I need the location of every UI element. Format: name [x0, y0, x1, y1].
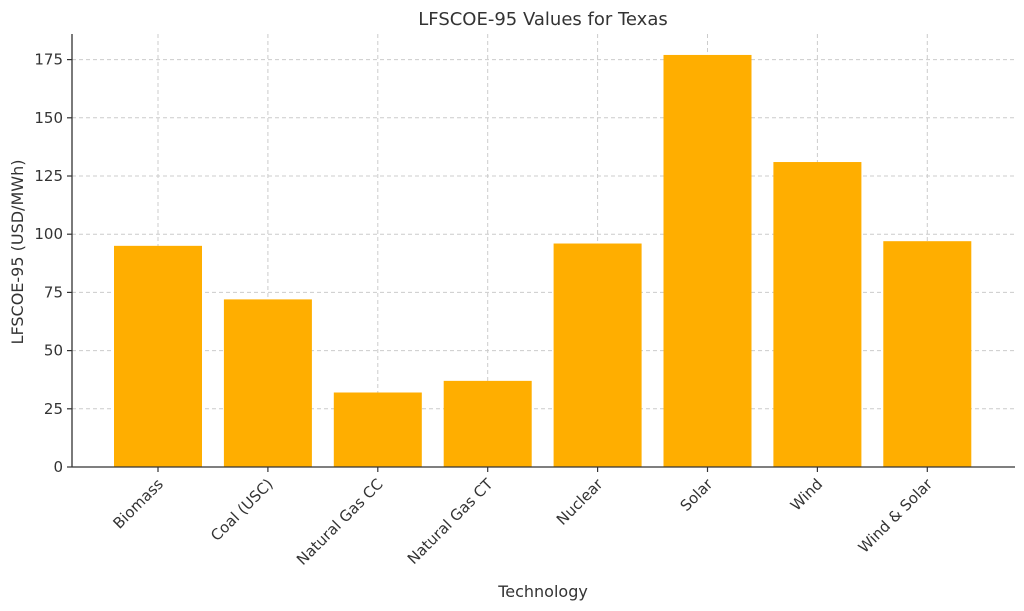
x-tick-label: Wind & Solar: [855, 475, 937, 557]
bar-nuclear: [553, 243, 642, 467]
x-tick-label: Solar: [677, 475, 717, 515]
y-tick-label: 100: [34, 225, 63, 243]
bar-natural-gas-cc: [333, 392, 422, 467]
grid-layer: [72, 34, 1015, 468]
x-tick-label: Biomass: [109, 475, 166, 532]
x-tick-label: Coal (USC): [207, 475, 277, 545]
y-tick-label: 150: [34, 109, 63, 127]
x-tick-label: Natural Gas CC: [293, 475, 387, 569]
y-tick-label: 25: [44, 400, 63, 418]
y-tick-label: 0: [53, 458, 63, 476]
x-tick-label: Wind: [787, 475, 826, 514]
bars-layer: [114, 54, 972, 468]
y-tick-label: 50: [44, 342, 63, 360]
bar-wind: [773, 162, 862, 467]
y-axis-label: LFSCOE-95 (USD/MWh): [8, 160, 27, 345]
y-tick-label: 75: [44, 283, 63, 301]
x-tick-label: Nuclear: [553, 475, 607, 529]
x-tick-label: Natural Gas CT: [404, 475, 497, 568]
bar-wind-solar: [883, 241, 972, 467]
bar-natural-gas-ct: [443, 380, 532, 467]
bar-coal-usc: [223, 299, 312, 467]
bar-solar: [663, 54, 752, 468]
y-tick-label: 175: [34, 51, 63, 69]
x-axis-label: Technology: [497, 582, 588, 601]
y-tick-label: 125: [34, 167, 63, 185]
bar-biomass: [114, 245, 202, 467]
chart-title: LFSCOE-95 Values for Texas: [418, 9, 667, 30]
